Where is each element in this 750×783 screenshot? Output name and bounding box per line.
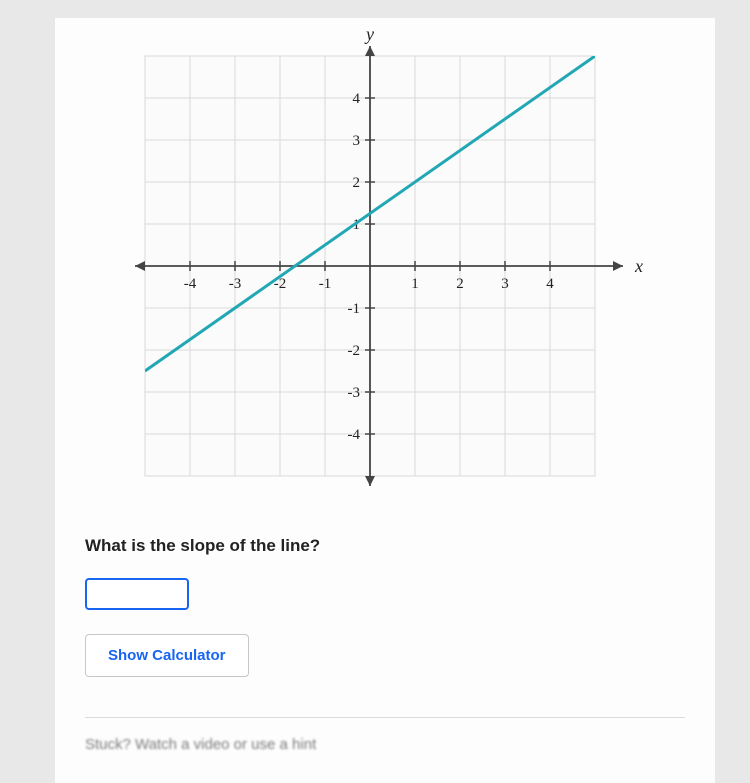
svg-text:4: 4 bbox=[546, 276, 554, 292]
x-axis-label: x bbox=[634, 256, 643, 276]
svg-text:-4: -4 bbox=[184, 276, 197, 292]
svg-text:4: 4 bbox=[353, 91, 361, 107]
question-text: What is the slope of the line? bbox=[85, 536, 685, 556]
answer-input[interactable] bbox=[85, 578, 189, 610]
svg-text:-1: -1 bbox=[319, 276, 332, 292]
hint-text[interactable]: Stuck? Watch a video or use a hint bbox=[85, 736, 685, 753]
chart-svg: -4-3-2-11234-4-3-2-11234 y x bbox=[125, 26, 665, 506]
svg-text:-1: -1 bbox=[348, 301, 361, 317]
svg-text:1: 1 bbox=[411, 276, 419, 292]
svg-text:3: 3 bbox=[353, 133, 361, 149]
svg-text:3: 3 bbox=[501, 276, 509, 292]
svg-text:2: 2 bbox=[353, 175, 361, 191]
y-axis-label: y bbox=[364, 26, 374, 44]
exercise-page: -4-3-2-11234-4-3-2-11234 y x What is the… bbox=[55, 18, 715, 783]
coordinate-chart: -4-3-2-11234-4-3-2-11234 y x bbox=[125, 18, 645, 506]
svg-text:-4: -4 bbox=[348, 427, 361, 443]
svg-text:-3: -3 bbox=[348, 385, 361, 401]
show-calculator-button[interactable]: Show Calculator bbox=[85, 634, 249, 677]
section-divider bbox=[85, 717, 685, 718]
svg-text:-3: -3 bbox=[229, 276, 242, 292]
svg-text:2: 2 bbox=[456, 276, 464, 292]
svg-text:-2: -2 bbox=[348, 343, 361, 359]
